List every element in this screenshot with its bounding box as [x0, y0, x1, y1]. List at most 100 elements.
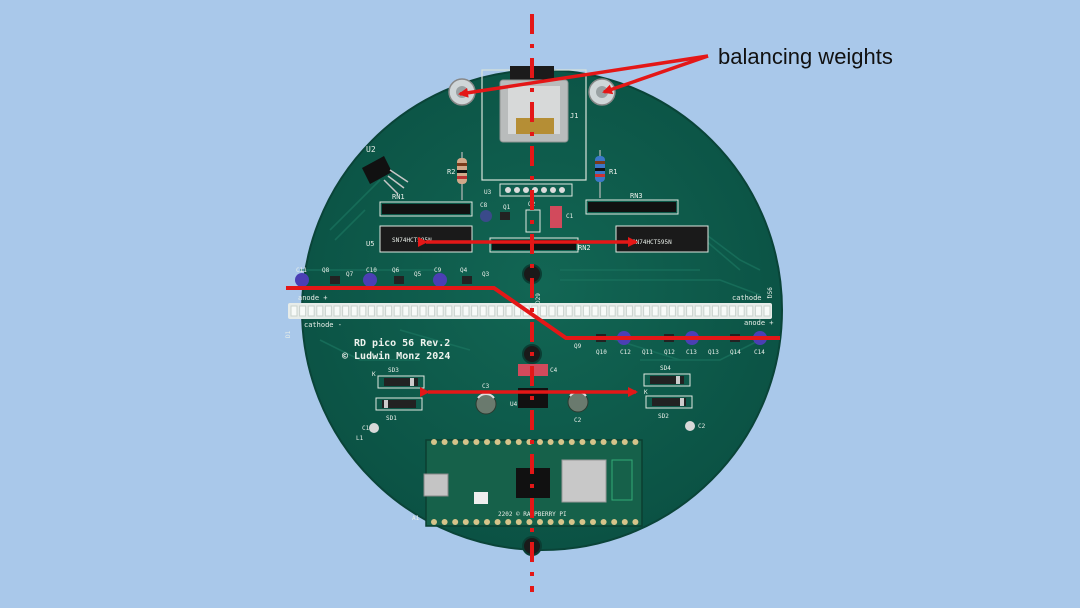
u2-sensor: U2 [362, 145, 409, 195]
svg-text:SN74HCT595N: SN74HCT595N [392, 237, 432, 244]
u3-header: U3 [484, 183, 573, 197]
pico-pin [462, 519, 469, 525]
pico-pin [441, 519, 448, 525]
pico-pin [611, 519, 618, 525]
svg-text:Q6: Q6 [392, 267, 400, 274]
svg-text:SN74HCT595N: SN74HCT595N [632, 239, 672, 246]
pico-pin [441, 439, 448, 445]
pico-pin [611, 439, 618, 445]
pico-pin [590, 519, 596, 525]
svg-text:RN3: RN3 [630, 192, 643, 200]
pico-pin [600, 519, 607, 525]
svg-text:Q3: Q3 [482, 271, 490, 278]
svg-text:C11: C11 [296, 267, 307, 274]
led-segment [608, 305, 616, 317]
pico-pin [484, 519, 490, 525]
led-segment [711, 305, 719, 317]
svg-text:Q7: Q7 [346, 271, 354, 278]
board-copyright: © Ludwin Monz 2024 [342, 350, 450, 362]
resistor-network-rn1: RN1 [379, 193, 473, 217]
led-segment [385, 305, 393, 317]
led-segment [436, 305, 444, 317]
led-segment [393, 305, 401, 317]
svg-text:U5: U5 [366, 240, 374, 248]
raspberry-pi-pico-w: 2202 © RASPBERRY PI A1 [412, 439, 643, 527]
led-segment [677, 305, 685, 317]
led-segment [617, 305, 625, 317]
led-segment [333, 305, 341, 317]
svg-text:C2: C2 [574, 417, 582, 424]
pico-pin [579, 439, 586, 445]
svg-text:cathode -: cathode - [304, 321, 342, 329]
led-segment [591, 305, 599, 317]
chip-u-right: SN74HCT595N [615, 225, 709, 253]
svg-text:SD4: SD4 [660, 365, 671, 372]
led-segment [410, 305, 418, 317]
diode-sd3: SD3 K [372, 367, 425, 389]
svg-text:A1: A1 [412, 515, 420, 522]
svg-text:D56: D56 [767, 287, 774, 298]
diode-sd2: SD2 [645, 395, 693, 420]
svg-text:J1: J1 [570, 112, 578, 120]
svg-text:D1: D1 [285, 330, 292, 338]
svg-text:C13: C13 [686, 349, 697, 356]
led-segment [686, 305, 694, 317]
led-segment [668, 305, 676, 317]
led-segment [600, 305, 608, 317]
led-segment [419, 305, 427, 317]
pad-c1-left: C1 L1 [356, 423, 379, 442]
led-segment [453, 305, 461, 317]
led-segment [299, 305, 307, 317]
svg-text:C1: C1 [362, 425, 370, 432]
pico-pin [452, 519, 459, 525]
svg-text:C12: C12 [620, 349, 631, 356]
pico-pin [431, 439, 437, 445]
pico-pin [452, 439, 459, 445]
svg-text:D29: D29 [535, 293, 542, 304]
svg-text:SD3: SD3 [388, 367, 399, 374]
svg-text:C10: C10 [366, 267, 377, 274]
led-segment [488, 305, 496, 317]
pico-pin [431, 519, 437, 525]
led-segment [634, 305, 642, 317]
pico-pin [621, 519, 628, 525]
led-segment [479, 305, 487, 317]
copper-traces [300, 179, 761, 361]
capacitor-c1: C1 [550, 206, 574, 228]
annotation-label: balancing weights [718, 44, 893, 69]
svg-text:C1: C1 [566, 213, 574, 220]
resistor-r1: R1 [595, 150, 617, 198]
svg-text:C8: C8 [480, 202, 488, 209]
led-segment [557, 305, 565, 317]
led-segment [471, 305, 479, 317]
led-segment [359, 305, 367, 317]
pico-pin [621, 439, 628, 445]
pico-pin [473, 439, 480, 445]
led-segment [746, 305, 754, 317]
svg-text:C2: C2 [698, 423, 706, 430]
led-segment [754, 305, 762, 317]
pico-pin [590, 439, 596, 445]
chip-u5: SN74HCT595N U5 [366, 225, 473, 253]
pico-pin [473, 519, 480, 525]
svg-text:U2: U2 [366, 145, 376, 154]
svg-text:Q4: Q4 [460, 267, 468, 274]
pico-pin [515, 439, 522, 445]
pico-pin [568, 519, 575, 525]
led-segment [316, 305, 324, 317]
pad-c2-right: C2 [685, 421, 706, 431]
led-segment [462, 305, 470, 317]
led-segment [324, 305, 332, 317]
led-segment [565, 305, 573, 317]
diode-sd1: SD1 [375, 397, 423, 422]
svg-text:R1: R1 [609, 168, 617, 176]
svg-text:SD1: SD1 [386, 415, 397, 422]
pico-pin [600, 439, 607, 445]
led-segment [445, 305, 453, 317]
pico-pin [558, 519, 565, 525]
led-segment [694, 305, 702, 317]
resistor-network-rn3: RN3 [585, 192, 679, 215]
svg-text:Q5: Q5 [414, 271, 422, 278]
svg-text:Q8: Q8 [322, 267, 330, 274]
